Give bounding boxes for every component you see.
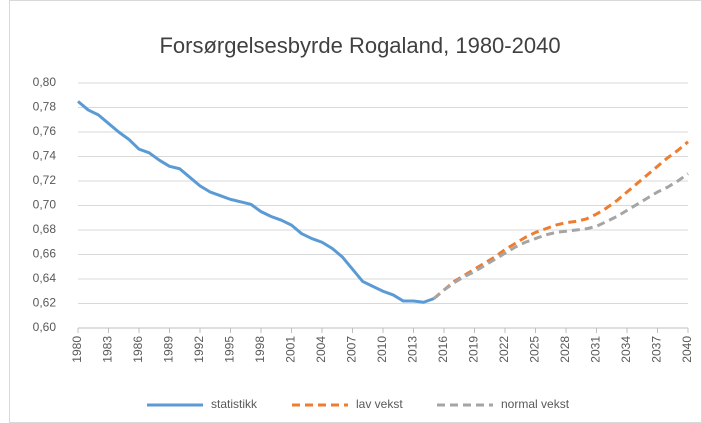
x-tick-label: 2001 (284, 336, 298, 363)
x-tick-label: 2025 (528, 336, 542, 363)
x-tick-label: 2037 (650, 336, 664, 363)
x-tick-label: 1986 (131, 336, 145, 363)
series-line (77, 100, 435, 304)
y-tick-label: 0,62 (33, 296, 57, 310)
y-tick-label: 0,76 (33, 124, 57, 138)
legend-label: statistikk (211, 397, 258, 411)
x-tick-label: 1980 (70, 336, 84, 363)
y-tick-label: 0,70 (33, 198, 57, 212)
x-tick-label: 1998 (253, 336, 267, 363)
y-tick-label: 0,80 (33, 75, 57, 89)
x-tick-label: 2034 (619, 336, 633, 363)
legend-label: normal vekst (501, 397, 570, 411)
x-tick-label: 2028 (558, 336, 572, 363)
x-tick-label: 2019 (467, 336, 481, 363)
x-tick-label: 2004 (314, 336, 328, 363)
y-tick-label: 0,74 (33, 149, 57, 163)
series-line (432, 172, 689, 300)
y-tick-label: 0,66 (33, 247, 57, 261)
x-tick-label: 2040 (680, 336, 694, 363)
x-tick-label: 1983 (101, 336, 115, 363)
y-tick-label: 0,64 (33, 271, 57, 285)
x-tick-label: 2016 (436, 336, 450, 363)
x-tick-label: 2022 (497, 336, 511, 363)
chart-title: Forsørgelsesbyrde Rogaland, 1980-2040 (159, 33, 560, 58)
legend-label: lav vekst (356, 397, 403, 411)
x-tick-label: 2007 (345, 336, 359, 363)
y-tick-label: 0,78 (33, 100, 57, 114)
x-tick-label: 2010 (375, 336, 389, 363)
x-tick-label: 1989 (162, 336, 176, 363)
x-tick-label: 2013 (406, 336, 420, 363)
x-tick-label: 1995 (223, 336, 237, 363)
y-tick-label: 0,60 (33, 320, 57, 334)
chart-border (9, 0, 702, 423)
y-tick-label: 0,68 (33, 222, 57, 236)
x-tick-label: 1992 (192, 336, 206, 363)
x-tick-label: 2031 (589, 336, 603, 363)
y-tick-label: 0,72 (33, 173, 57, 187)
series-line (432, 140, 689, 300)
